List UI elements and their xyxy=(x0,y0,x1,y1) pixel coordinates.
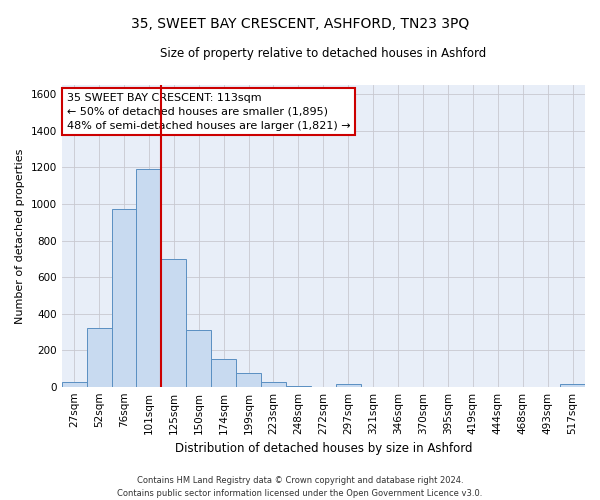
Bar xyxy=(211,360,236,386)
Title: Size of property relative to detached houses in Ashford: Size of property relative to detached ho… xyxy=(160,48,487,60)
Text: Contains HM Land Registry data © Crown copyright and database right 2024.
Contai: Contains HM Land Registry data © Crown c… xyxy=(118,476,482,498)
Bar xyxy=(62,382,86,386)
Text: 35, SWEET BAY CRESCENT, ASHFORD, TN23 3PQ: 35, SWEET BAY CRESCENT, ASHFORD, TN23 3P… xyxy=(131,18,469,32)
Bar xyxy=(236,373,261,386)
Bar xyxy=(136,170,161,386)
Bar xyxy=(161,259,186,386)
Bar xyxy=(560,384,585,386)
Bar xyxy=(261,382,286,386)
Bar xyxy=(186,330,211,386)
Bar xyxy=(86,328,112,386)
Y-axis label: Number of detached properties: Number of detached properties xyxy=(15,148,25,324)
Bar xyxy=(112,210,136,386)
X-axis label: Distribution of detached houses by size in Ashford: Distribution of detached houses by size … xyxy=(175,442,472,455)
Bar xyxy=(336,384,361,386)
Text: 35 SWEET BAY CRESCENT: 113sqm
← 50% of detached houses are smaller (1,895)
48% o: 35 SWEET BAY CRESCENT: 113sqm ← 50% of d… xyxy=(67,93,350,131)
